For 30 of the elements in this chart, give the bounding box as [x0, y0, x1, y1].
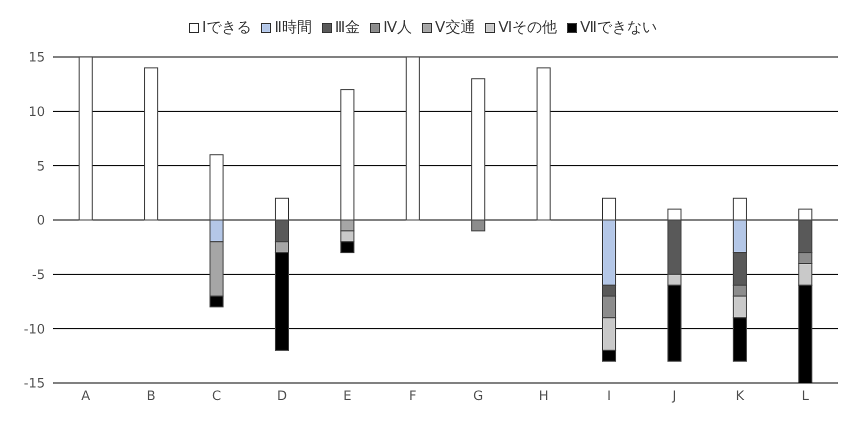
- y-tick-label: -15: [24, 376, 45, 392]
- bar: [406, 57, 420, 220]
- x-tick-label: F: [409, 389, 417, 404]
- y-tick-label: 5: [36, 159, 45, 174]
- x-tick-label: G: [473, 389, 484, 404]
- y-tick-label: 0: [36, 214, 45, 229]
- legend-label: Ⅲ金: [334, 18, 360, 37]
- x-tick-label: B: [146, 389, 156, 404]
- legend-label: Ⅴ交通: [435, 18, 476, 37]
- x-tick-label: I: [607, 389, 611, 404]
- legend-label: Ⅵその他: [498, 18, 558, 37]
- x-tick-label: K: [736, 389, 745, 404]
- y-tick-label: -5: [32, 268, 45, 283]
- legend-label: Ⅰできる: [202, 18, 252, 37]
- y-tick-label: 10: [28, 104, 45, 120]
- legend-label: Ⅳ人: [383, 18, 412, 37]
- legend-label: Ⅶできない: [580, 18, 657, 37]
- x-tick-label: L: [802, 389, 810, 404]
- x-tick-label: H: [538, 389, 549, 404]
- y-tick-label: -10: [24, 322, 45, 338]
- x-tick-label: C: [212, 389, 222, 404]
- legend-label: Ⅱ時間: [274, 18, 312, 37]
- x-tick-label: A: [81, 389, 90, 404]
- x-tick-label: E: [343, 389, 352, 404]
- y-tick-label: 15: [28, 50, 45, 66]
- bar: [78, 57, 93, 220]
- bar: [536, 67, 551, 220]
- x-tick-label: D: [276, 389, 287, 404]
- bar: [144, 67, 158, 220]
- x-tick-label: J: [672, 389, 676, 404]
